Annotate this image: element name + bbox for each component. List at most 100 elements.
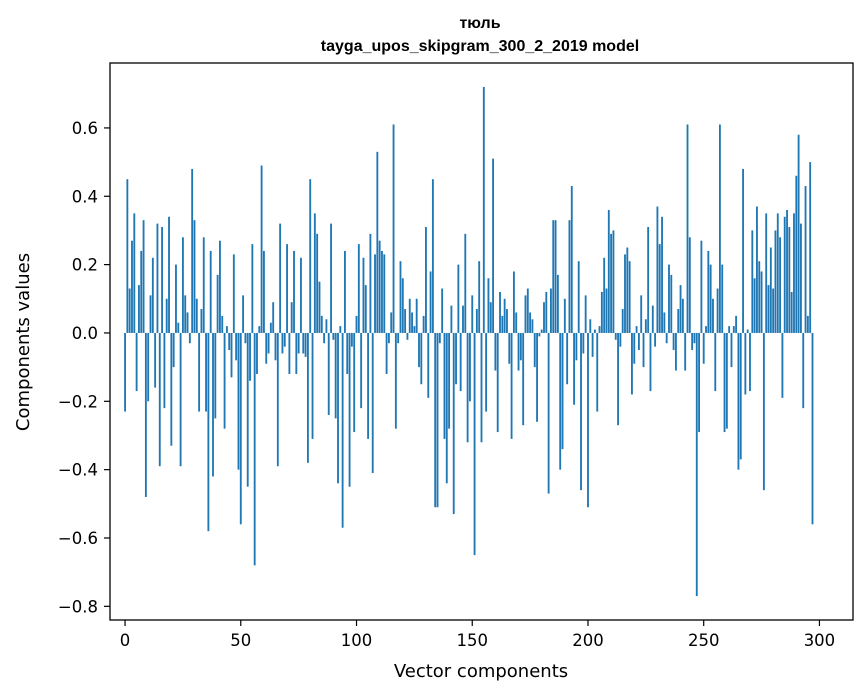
- bar-273: [756, 206, 758, 333]
- bar-178: [536, 332, 538, 422]
- bar-94: [341, 332, 344, 528]
- bar-131: [427, 332, 430, 398]
- bar-141: [450, 305, 453, 333]
- bar-110: [378, 240, 381, 333]
- bar-48: [235, 332, 238, 361]
- bar-206: [600, 291, 603, 333]
- y-tick-label: 0.6: [72, 119, 98, 138]
- bar-62: [267, 332, 270, 354]
- bar-216: [624, 254, 626, 333]
- bar-80: [309, 179, 312, 333]
- bar-113: [385, 332, 388, 374]
- bar-13: [154, 332, 157, 388]
- bar-287: [788, 227, 791, 333]
- bar-233: [663, 312, 666, 333]
- bar-44: [225, 326, 228, 333]
- bar-215: [621, 309, 624, 333]
- bar-205: [598, 326, 601, 333]
- bar-222: [637, 332, 640, 351]
- bar-102: [360, 332, 363, 409]
- bar-74: [295, 332, 298, 374]
- plot-frame: [109, 62, 854, 621]
- bar-68: [281, 332, 284, 354]
- bar-42: [221, 315, 224, 333]
- bar-173: [524, 295, 527, 333]
- bar-170: [517, 332, 520, 371]
- bar-201: [589, 319, 592, 333]
- bar-192: [568, 220, 571, 333]
- y-tick-label: 0.0: [72, 324, 98, 343]
- bar-175: [529, 312, 532, 333]
- bar-36: [207, 332, 210, 532]
- bar-84: [318, 281, 321, 333]
- bar-193: [570, 186, 573, 333]
- bar-168: [512, 271, 515, 333]
- y-axis-ticks: −0.8 −0.6 −0.4 −0.2 0.0 0.2 0.4 0.6: [58, 119, 110, 616]
- bar-98: [350, 332, 353, 347]
- bar-21: [172, 332, 175, 368]
- bar-56: [253, 332, 256, 566]
- bar-26: [184, 295, 187, 333]
- x-tick-label: 150: [456, 631, 488, 650]
- x-tick-label: 250: [688, 631, 720, 650]
- bar-223: [640, 295, 643, 333]
- bar-139: [445, 332, 448, 484]
- bar-207: [603, 257, 606, 333]
- bar-156: [485, 332, 488, 412]
- bar-83: [316, 233, 319, 333]
- bar-163: [501, 315, 504, 333]
- bar-234: [665, 332, 668, 344]
- bar-180: [540, 329, 543, 333]
- bar-291: [797, 134, 800, 333]
- bar-284: [781, 332, 784, 398]
- bar-43: [223, 332, 226, 429]
- bar-176: [531, 319, 534, 333]
- y-tick-label: −0.6: [58, 529, 98, 548]
- bar-150: [471, 295, 474, 333]
- bar-217: [626, 247, 629, 333]
- bar-93: [339, 326, 342, 333]
- bar-123: [408, 298, 411, 333]
- bar-72: [290, 302, 293, 333]
- bar-4: [133, 213, 136, 333]
- bar-238: [675, 332, 677, 371]
- y-tick-label: 0.4: [72, 187, 98, 206]
- bar-184: [550, 288, 552, 333]
- bar-17: [163, 332, 166, 409]
- bar-252: [707, 250, 710, 333]
- bar-196: [577, 261, 580, 333]
- bar-7: [140, 250, 143, 333]
- bar-121: [404, 309, 407, 333]
- bar-160: [494, 332, 497, 371]
- bar-229: [654, 332, 657, 347]
- bar-256: [716, 288, 719, 333]
- bar-34: [202, 237, 205, 333]
- bar-29: [191, 168, 194, 333]
- y-tick-label: −0.4: [58, 461, 98, 480]
- bar-297: [811, 332, 814, 525]
- x-tick-label: 50: [230, 631, 251, 650]
- bar-288: [790, 291, 793, 333]
- bar-101: [357, 244, 360, 333]
- bar-159: [492, 158, 494, 333]
- bar-45: [228, 332, 231, 351]
- bar-212: [614, 332, 617, 340]
- bar-167: [510, 332, 513, 439]
- bar-202: [591, 332, 594, 357]
- bar-3: [131, 240, 133, 333]
- bar-9: [144, 332, 147, 497]
- bar-295: [806, 315, 809, 333]
- bar-144: [457, 264, 460, 333]
- bar-0: [124, 332, 126, 412]
- bar-65: [274, 332, 277, 361]
- bar-237: [672, 332, 675, 351]
- bar-66: [276, 332, 279, 467]
- bar-117: [394, 332, 397, 429]
- bar-280: [772, 288, 775, 333]
- bar-245: [691, 332, 694, 351]
- bar-161: [496, 332, 499, 433]
- bar-179: [538, 332, 541, 337]
- bar-263: [732, 326, 735, 333]
- bar-225: [644, 319, 647, 333]
- bar-8: [142, 220, 145, 333]
